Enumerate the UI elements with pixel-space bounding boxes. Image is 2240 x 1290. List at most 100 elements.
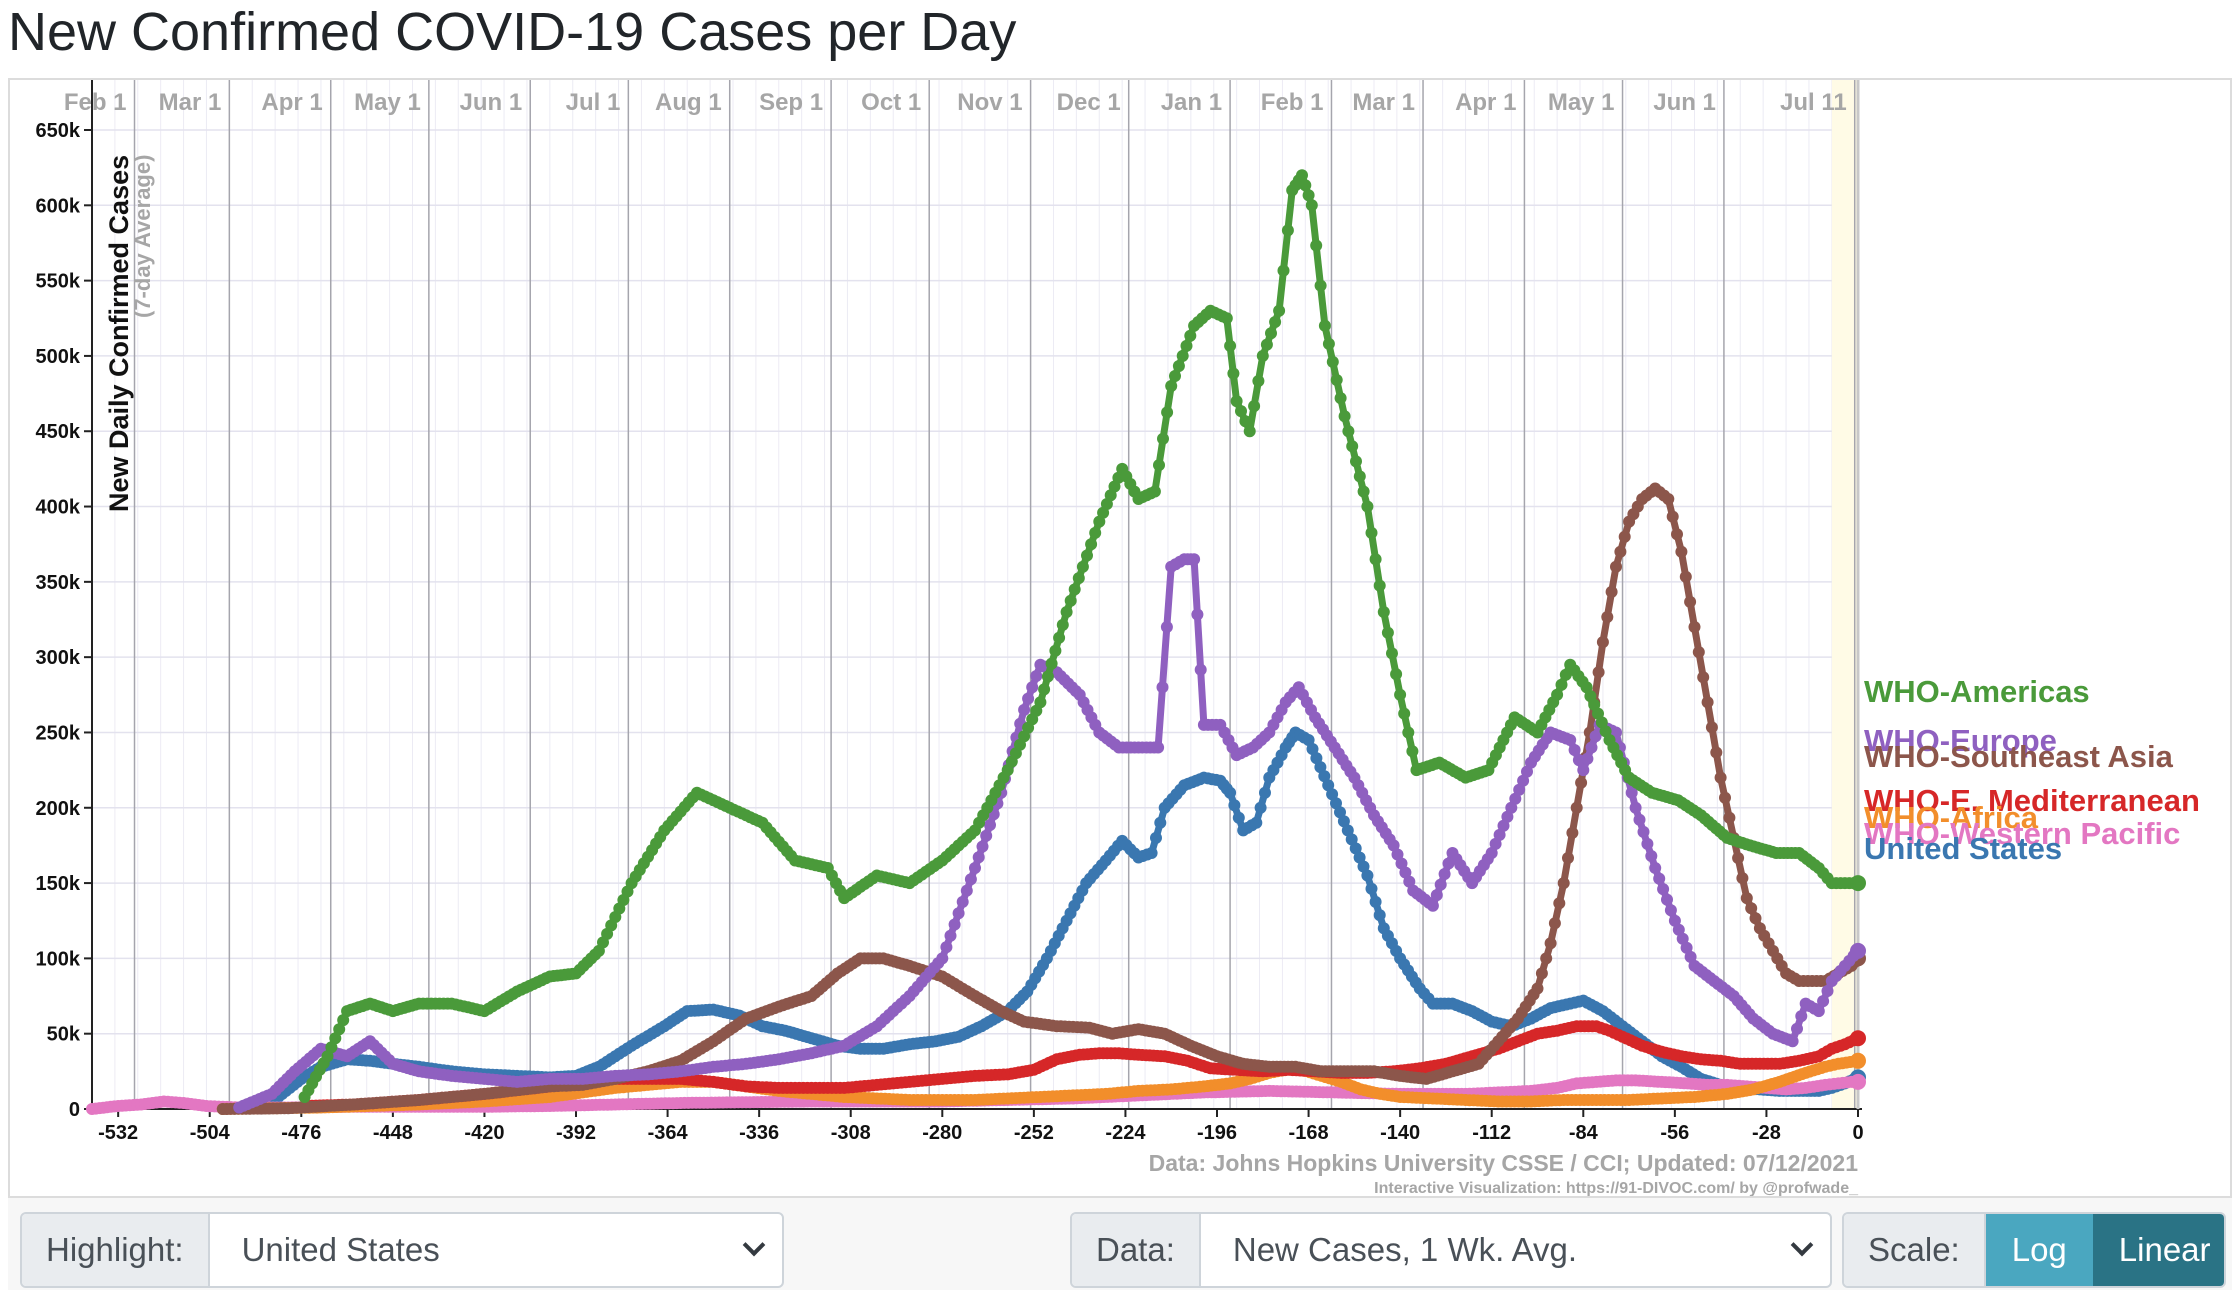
- highlight-select[interactable]: United States: [210, 1214, 782, 1286]
- series-point: [1795, 1010, 1808, 1023]
- x-tick-label: 0: [1852, 1122, 1863, 1144]
- x-tick-label: -84: [1569, 1122, 1599, 1144]
- series-point: [1230, 395, 1243, 408]
- series-point: [1641, 837, 1654, 850]
- series-point: [1045, 657, 1058, 670]
- series-point: [969, 862, 981, 874]
- series-point: [1365, 526, 1378, 539]
- y-tick-label: 500k: [36, 346, 81, 368]
- chart-panel: Feb 1 Mar 1 Apr 1 May 1 Jun 1 Jul 1 Aug 1 Sep 1…: [8, 78, 2232, 1198]
- series-point: [1740, 892, 1753, 905]
- scale-linear-button[interactable]: Linear: [2092, 1214, 2224, 1286]
- series-point: [1513, 783, 1526, 796]
- series-point: [1318, 770, 1331, 783]
- series-point: [1430, 889, 1443, 902]
- series-point: [1184, 329, 1197, 342]
- x-tick-label: -504: [190, 1122, 231, 1144]
- series-point: [1637, 825, 1650, 838]
- x-tick-label: -308: [831, 1122, 871, 1144]
- scale-log-button[interactable]: Log: [1985, 1214, 2093, 1286]
- y-tick-label: 0: [69, 1099, 80, 1121]
- month-label: Aug 1: [655, 89, 722, 116]
- series-point: [1398, 707, 1411, 720]
- series-point: [1273, 304, 1286, 317]
- series-point: [1180, 339, 1193, 352]
- series-point: [1434, 878, 1447, 891]
- month-label: Sep 1: [759, 89, 823, 116]
- y-tick-label: 450k: [36, 421, 81, 443]
- series-point: [936, 952, 949, 965]
- series-point: [1564, 734, 1577, 746]
- series-point: [1562, 852, 1574, 864]
- series-point: [337, 1014, 350, 1027]
- series-point: [1306, 743, 1319, 755]
- series-point: [1220, 312, 1233, 325]
- series-point: [1684, 950, 1697, 963]
- highlight-label: Highlight:: [22, 1214, 210, 1286]
- month-label: May 1: [1548, 89, 1615, 116]
- series-point: [1064, 594, 1077, 607]
- series-point: [1812, 1005, 1825, 1018]
- series-point: [333, 1023, 346, 1036]
- series-point: [1038, 683, 1051, 696]
- series-point: [1269, 316, 1282, 328]
- series-point: [1390, 668, 1403, 681]
- series-point: [1585, 741, 1598, 754]
- series-point: [1817, 995, 1830, 1008]
- series-point: [1387, 839, 1400, 852]
- data-group: Data: New Cases, 1 Wk. Avg.: [1070, 1212, 1832, 1288]
- series-point: [1557, 877, 1570, 890]
- series-end-point: [1850, 1052, 1866, 1069]
- series-point: [1517, 774, 1530, 787]
- series-point: [1169, 370, 1181, 382]
- series-point: [1736, 872, 1749, 885]
- series-point: [1373, 579, 1386, 592]
- series-point: [1577, 764, 1590, 777]
- series-point: [1353, 470, 1366, 483]
- x-tick-label: -224: [1105, 1122, 1146, 1144]
- series-point: [1786, 1035, 1799, 1048]
- series-end-label: WHO-Europe: [1864, 723, 2057, 758]
- series-point: [1649, 862, 1662, 874]
- series-point: [1194, 663, 1207, 676]
- series-point: [1250, 816, 1263, 829]
- series-point: [1227, 367, 1240, 380]
- series-point: [1334, 806, 1346, 819]
- series-point: [1664, 904, 1677, 917]
- series-point: [1053, 631, 1066, 644]
- series-point: [1154, 816, 1167, 829]
- current-week-band: [1831, 80, 1858, 1109]
- data-select[interactable]: New Cases, 1 Wk. Avg.: [1201, 1214, 1830, 1286]
- series-point: [1566, 826, 1579, 839]
- series-point: [1671, 528, 1683, 541]
- series-point: [1548, 917, 1561, 930]
- series-point: [1337, 815, 1350, 828]
- series-point: [1041, 670, 1054, 683]
- series-point: [1161, 406, 1174, 419]
- series-point: [1373, 909, 1386, 922]
- series-point: [329, 1032, 342, 1045]
- data-value: New Cases, 1 Wk. Avg.: [1232, 1231, 1578, 1268]
- series-point: [972, 851, 985, 864]
- series-point: [1365, 882, 1378, 895]
- series-point: [1228, 799, 1241, 812]
- x-tick-label: -364: [648, 1122, 689, 1144]
- series-point: [976, 840, 989, 853]
- month-label: Apr 1: [261, 89, 322, 116]
- series-point: [1605, 585, 1618, 598]
- series-point: [1705, 721, 1718, 734]
- month-label: Dec 1: [1057, 89, 1121, 116]
- series-point: [1381, 626, 1394, 639]
- series-point: [1310, 752, 1323, 765]
- series-point: [1361, 500, 1374, 513]
- series-point: [1668, 914, 1681, 927]
- series-point: [1614, 545, 1627, 558]
- month-label: Jul 1: [566, 89, 621, 116]
- page-title: New Confirmed COVID-19 Cases per Day: [8, 2, 1017, 62]
- series-point: [1299, 179, 1312, 192]
- series-point: [1310, 239, 1323, 252]
- series-point: [1555, 678, 1568, 691]
- series-point: [1509, 792, 1522, 805]
- series-point: [1402, 726, 1415, 739]
- series-point: [1723, 811, 1736, 824]
